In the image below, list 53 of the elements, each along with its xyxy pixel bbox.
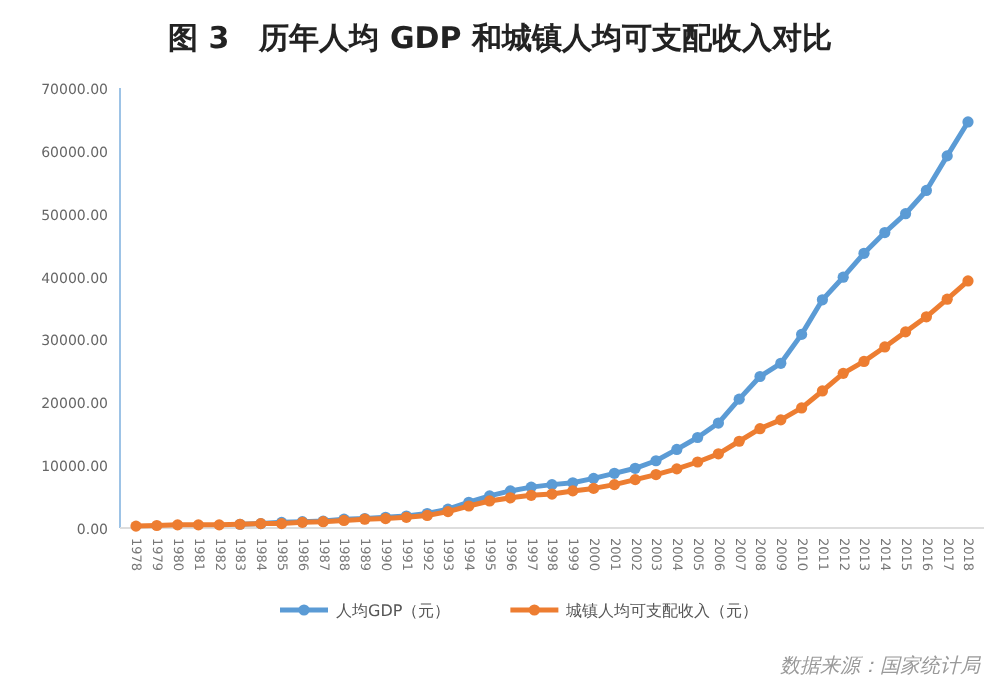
point — [650, 455, 662, 467]
point — [546, 488, 558, 500]
chart-title: 图 3 历年人均 GDP 和城镇人均可支配收入对比 — [168, 20, 832, 56]
point — [692, 431, 704, 444]
point — [941, 150, 953, 162]
legend-label: 人均GDP（元） — [336, 602, 451, 620]
point — [733, 435, 745, 447]
point — [172, 519, 184, 531]
legend-label: 城镇人均可支配收入（元） — [564, 602, 759, 620]
point — [754, 370, 766, 383]
point — [775, 357, 787, 369]
point — [837, 271, 849, 283]
point — [671, 443, 683, 456]
point — [941, 293, 953, 305]
point — [504, 492, 516, 504]
point — [192, 519, 204, 531]
point — [900, 326, 912, 338]
point — [796, 328, 808, 340]
point — [920, 311, 932, 323]
point — [920, 184, 932, 197]
point — [567, 485, 579, 497]
point — [484, 495, 496, 507]
point — [837, 367, 849, 379]
point — [588, 472, 600, 484]
point — [213, 519, 225, 531]
point — [130, 520, 142, 532]
point — [962, 275, 974, 287]
point — [671, 463, 683, 475]
point — [546, 479, 558, 491]
point — [900, 208, 912, 220]
point — [879, 226, 891, 239]
point — [588, 482, 600, 494]
point — [962, 116, 974, 128]
point — [629, 462, 641, 474]
point — [712, 417, 724, 429]
point — [692, 456, 704, 468]
point — [796, 402, 808, 414]
point — [650, 468, 662, 481]
point — [629, 474, 641, 486]
point — [608, 467, 620, 479]
point — [525, 489, 537, 501]
point — [754, 423, 766, 435]
point — [879, 341, 891, 353]
point — [151, 519, 163, 532]
point — [775, 414, 787, 426]
point — [858, 247, 870, 259]
point — [733, 393, 745, 405]
source-note: 数据来源：国家统计局 — [780, 654, 982, 678]
point — [816, 385, 828, 397]
point — [712, 448, 724, 460]
point — [816, 294, 828, 306]
point — [608, 479, 620, 491]
point — [858, 355, 870, 368]
